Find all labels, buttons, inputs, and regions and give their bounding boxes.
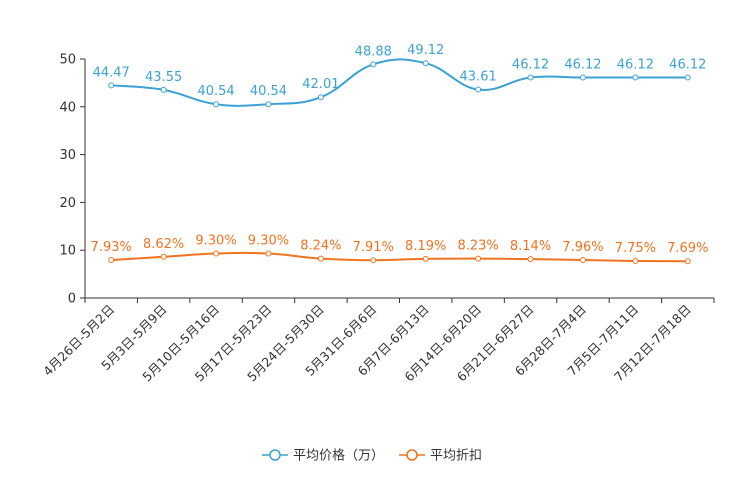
data-point xyxy=(160,86,167,93)
data-label: 7.69% xyxy=(667,241,708,256)
data-label: 46.12 xyxy=(564,58,601,73)
legend-marker-icon xyxy=(269,449,281,461)
series-2: 7.93% 8.62% 9.30% 9.30% 8.24% 7.91% 8.19% 8.23%… xyxy=(91,234,708,265)
data-point xyxy=(317,94,324,101)
y-tick-label: 30 xyxy=(59,148,76,163)
y-tick-label: 50 xyxy=(59,53,76,68)
data-point xyxy=(579,256,586,263)
data-point xyxy=(579,74,586,81)
chart-axes: 010203040504月26日-5月2日5月3日-5月9日5月10日-5月16… xyxy=(40,53,715,384)
data-point xyxy=(527,74,534,81)
y-tick-label: 10 xyxy=(59,244,76,259)
series-line xyxy=(111,58,688,107)
data-point xyxy=(160,253,167,260)
data-point xyxy=(684,258,691,265)
data-label: 49.12 xyxy=(407,43,444,58)
data-point xyxy=(475,86,482,93)
series-1: 44.47 43.55 40.54 40.54 42.01 48.88 49.12 43.61… xyxy=(93,43,706,108)
data-label: 8.24% xyxy=(300,239,341,254)
data-label: 8.14% xyxy=(510,239,551,254)
data-point xyxy=(265,250,272,257)
data-point xyxy=(370,257,377,264)
data-label: 48.88 xyxy=(355,44,392,59)
data-label: 9.30% xyxy=(248,234,289,249)
data-label: 46.12 xyxy=(512,58,549,73)
data-point xyxy=(527,256,534,263)
data-label: 8.23% xyxy=(457,239,498,254)
data-label: 9.30% xyxy=(195,234,236,249)
data-label: 7.96% xyxy=(562,240,603,255)
data-label: 43.55 xyxy=(145,70,182,85)
data-point xyxy=(632,257,639,264)
data-label: 44.47 xyxy=(93,65,130,80)
data-label: 7.75% xyxy=(615,241,656,256)
data-label: 46.12 xyxy=(669,58,706,73)
y-tick-label: 20 xyxy=(59,196,76,211)
data-label: 40.54 xyxy=(197,84,234,99)
data-point xyxy=(370,61,377,68)
data-label: 7.93% xyxy=(91,240,132,255)
legend-item-2[interactable]: 平均折扣 xyxy=(399,449,482,464)
data-point xyxy=(213,250,220,257)
legend-marker-icon xyxy=(406,449,418,461)
data-label: 43.61 xyxy=(460,70,497,85)
chart-series: 44.47 43.55 40.54 40.54 42.01 48.88 49.12 43.61… xyxy=(91,43,708,265)
legend-label: 平均价格（万） xyxy=(293,448,384,464)
data-label: 8.19% xyxy=(405,239,446,254)
data-point xyxy=(422,255,429,262)
data-point xyxy=(632,74,639,81)
data-label: 40.54 xyxy=(250,84,287,99)
legend-label: 平均折扣 xyxy=(430,449,482,464)
data-point xyxy=(108,82,115,89)
y-tick-label: 0 xyxy=(68,292,76,307)
data-label: 42.01 xyxy=(302,77,339,92)
data-point xyxy=(108,257,115,264)
data-label: 46.12 xyxy=(617,58,654,73)
data-point xyxy=(684,74,691,81)
data-point xyxy=(475,255,482,262)
data-point xyxy=(265,101,272,108)
data-label: 8.62% xyxy=(143,237,184,252)
data-label: 7.91% xyxy=(353,240,394,255)
data-point xyxy=(422,60,429,67)
chart-legend[interactable]: 平均价格（万） 平均折扣 xyxy=(262,448,482,464)
data-point xyxy=(213,101,220,108)
data-point xyxy=(317,255,324,262)
y-tick-label: 40 xyxy=(59,100,76,115)
series-line xyxy=(111,251,688,263)
legend-item-1[interactable]: 平均价格（万） xyxy=(262,448,384,464)
